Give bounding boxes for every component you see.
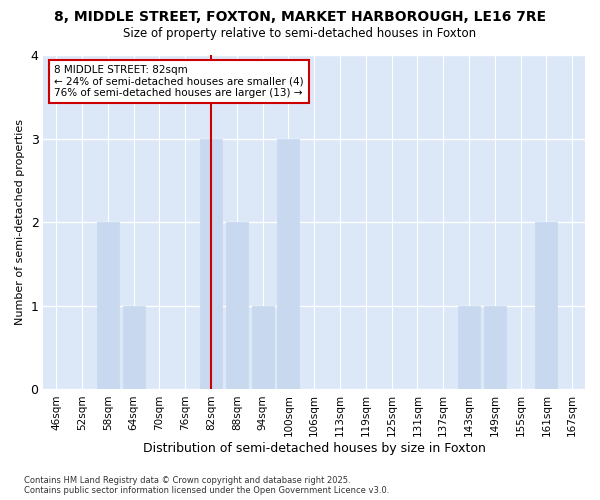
Bar (97, 222, 119, 390)
Text: 8, MIDDLE STREET, FOXTON, MARKET HARBOROUGH, LE16 7RE: 8, MIDDLE STREET, FOXTON, MARKET HARBORO… (54, 10, 546, 24)
Bar (535, 222, 557, 390)
Bar (123, 306, 145, 390)
Bar (458, 306, 480, 390)
Text: Contains HM Land Registry data © Crown copyright and database right 2025.
Contai: Contains HM Land Registry data © Crown c… (24, 476, 389, 495)
Bar (200, 138, 222, 390)
Text: 8 MIDDLE STREET: 82sqm
← 24% of semi-detached houses are smaller (4)
76% of semi: 8 MIDDLE STREET: 82sqm ← 24% of semi-det… (54, 65, 304, 98)
Bar (277, 138, 299, 390)
Y-axis label: Number of semi-detached properties: Number of semi-detached properties (15, 119, 25, 325)
Bar (226, 222, 248, 390)
X-axis label: Distribution of semi-detached houses by size in Foxton: Distribution of semi-detached houses by … (143, 442, 485, 455)
Text: Size of property relative to semi-detached houses in Foxton: Size of property relative to semi-detach… (124, 28, 476, 40)
Bar (484, 306, 506, 390)
Bar (251, 306, 274, 390)
